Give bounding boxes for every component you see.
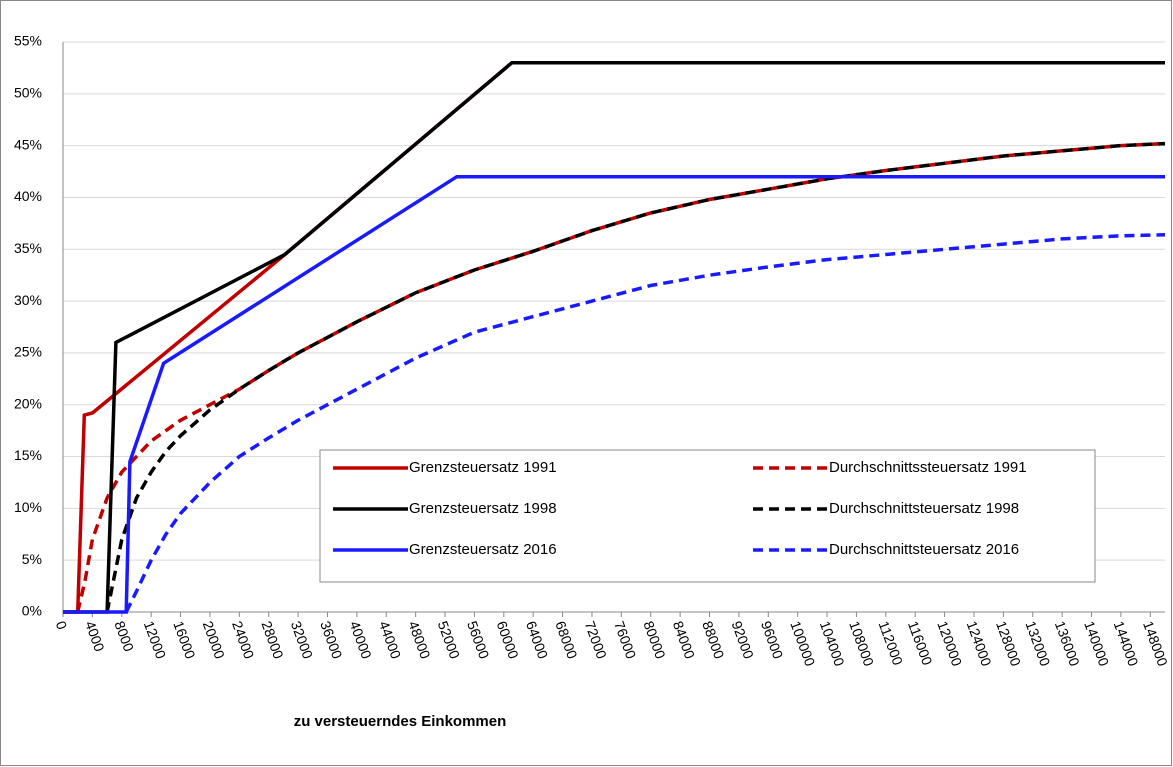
legend-label: Durchschnittssteuersatz 1991 [829, 459, 1027, 476]
y-tick-label: 30% [14, 292, 42, 308]
series-line [124, 233, 1166, 613]
y-tick-label: 45% [14, 136, 42, 152]
series-line [63, 174, 1165, 614]
y-tick-label: 50% [14, 85, 42, 101]
series-line [105, 141, 1166, 613]
y-tick-label: 35% [14, 240, 42, 256]
legend [319, 449, 1096, 583]
y-tick-label: 15% [14, 447, 42, 463]
legend-label: Durchschnittsteuersatz 2016 [829, 541, 1019, 558]
y-tick-label: 55% [14, 33, 42, 49]
legend-label: Durchschnittsteuersatz 1998 [829, 500, 1019, 517]
legend-label: Grenzsteuersatz 2016 [409, 541, 557, 558]
y-tick-label: 10% [14, 499, 42, 515]
y-tick-label: 40% [14, 188, 42, 204]
x-axis-label: zu versteuerndes Einkommen [294, 713, 507, 730]
y-tick-label: 0% [22, 603, 42, 619]
y-tick-label: 5% [22, 551, 42, 567]
legend-label: Grenzsteuersatz 1998 [409, 500, 557, 517]
y-tick-label: 25% [14, 344, 42, 360]
legend-label: Grenzsteuersatz 1991 [409, 459, 557, 476]
y-tick-label: 20% [14, 395, 42, 411]
